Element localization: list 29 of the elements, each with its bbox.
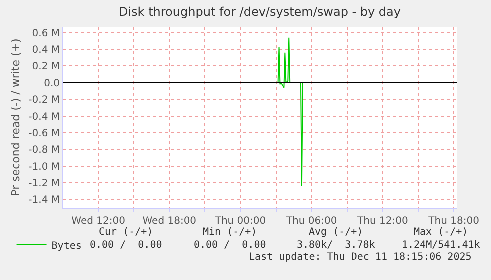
text: 0.00 / 0.00 bbox=[194, 240, 266, 251]
y-tick-label: -0.6 M bbox=[28, 128, 60, 140]
x-tick-label: Wed 18:00 bbox=[142, 216, 197, 227]
x-tick-label: Thu 06:00 bbox=[285, 216, 338, 227]
text: 0.00 / 0.00 bbox=[90, 240, 162, 251]
text: Last update: Thu Dec 11 18:15:06 2025 bbox=[249, 252, 472, 263]
x-tick-label: Thu 12:00 bbox=[356, 216, 408, 227]
text: 3.80k/ 3.78k bbox=[297, 240, 376, 251]
x-tick-label: Thu 18:00 bbox=[428, 216, 480, 227]
y-tick-label: 0.2 M bbox=[32, 62, 60, 73]
text: Min (-/+) bbox=[203, 227, 258, 238]
x-tick-label: Thu 00:00 bbox=[214, 216, 266, 227]
legend-label: Bytes bbox=[52, 240, 82, 252]
text: Avg (-/+) bbox=[309, 227, 364, 238]
y-tick-label: -1.4 M bbox=[28, 195, 60, 206]
y-axis-title: Pr second read (-) / write (+) bbox=[9, 38, 22, 196]
y-tick-label: 0.6 M bbox=[32, 28, 60, 40]
y-tick-label: 0.0 bbox=[44, 78, 60, 90]
text: Cur (-/+) bbox=[99, 227, 154, 238]
y-tick-label: -0.2 M bbox=[28, 95, 60, 106]
y-tick-label: -0.8 M bbox=[28, 145, 60, 156]
text: 1.24M/541.41k bbox=[402, 240, 480, 251]
y-tick-label: -1.0 M bbox=[28, 162, 60, 173]
chart-title: Disk throughput for /dev/system/swap - by day bbox=[118, 5, 402, 20]
y-tick-label: 0.4 M bbox=[32, 45, 60, 56]
text: Max (-/+) bbox=[414, 227, 468, 238]
y-tick-label: -0.4 M bbox=[28, 112, 60, 123]
x-tick-label: Wed 12:00 bbox=[72, 216, 126, 227]
y-tick-label: -1.2 M bbox=[28, 178, 60, 190]
